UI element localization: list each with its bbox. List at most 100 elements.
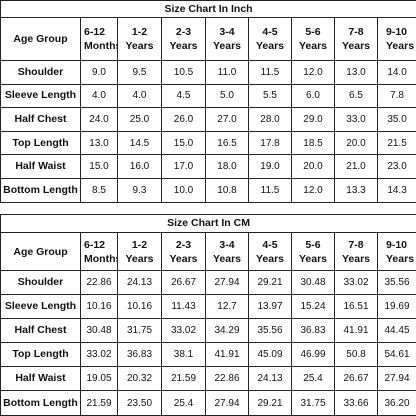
size-value: 14.3 (376, 177, 416, 203)
size-value: 41.91 (205, 342, 249, 368)
size-value: 13.97 (248, 294, 292, 320)
row-label: Shoulder (0, 60, 81, 85)
size-value: 25.4 (291, 366, 335, 392)
size-value: 27.94 (205, 390, 249, 416)
header-cell: 7-8 Years (334, 17, 378, 61)
size-value: 17.0 (161, 154, 206, 179)
row-label: Shoulder (0, 269, 81, 296)
size-value: 19.05 (80, 366, 118, 392)
size-value: 11.5 (248, 60, 292, 85)
size-value: 9.5 (117, 60, 162, 85)
size-value: 14.5 (117, 130, 162, 156)
size-value: 7.8 (376, 83, 416, 109)
header-cell: 4-5 Years (248, 17, 292, 61)
size-value: 34.29 (205, 318, 249, 344)
size-value: 28.0 (248, 107, 292, 132)
data-row: Half Waist 15.0 16.0 17.0 18.0 19.0 20.0 21.0 23… (0, 154, 416, 179)
size-value: 5.0 (205, 83, 249, 109)
size-value: 11.5 (248, 177, 292, 203)
header-cell: 9-10 Years (376, 232, 416, 271)
size-value: 38.1 (161, 342, 206, 368)
header-cell: Age Group (0, 17, 81, 61)
data-row: Sleeve Length 4.0 4.0 4.5 5.0 5.5 6.0 6.5 7.8 (0, 83, 416, 109)
data-row: Half Chest 30.48 31.75 33.02 34.29 35.56 36.83… (0, 318, 416, 344)
size-value: 26.67 (161, 269, 206, 296)
row-label: Bottom Length (0, 390, 81, 416)
size-value: 23.0 (376, 154, 416, 179)
size-value: 36.20 (376, 390, 416, 416)
data-row: Half Chest 24.0 25.0 26.0 27.0 28.0 29.0 33.0 35… (0, 107, 416, 132)
size-value: 21.0 (334, 154, 378, 179)
header-cell: 2-3 Years (161, 232, 206, 271)
size-value: 35.56 (248, 318, 292, 344)
size-value: 30.48 (80, 318, 118, 344)
size-value: 18.5 (291, 130, 335, 156)
size-value: 4.0 (80, 83, 118, 109)
size-value: 12.0 (291, 177, 335, 203)
size-value: 13.0 (80, 130, 118, 156)
row-label: Top Length (0, 130, 81, 156)
row-label: Bottom Length (0, 177, 81, 203)
size-value: 41.91 (334, 318, 378, 344)
data-row: Bottom Length 8.5 9.3 10.0 10.8 11.5 12.0 13.3 1… (0, 177, 416, 203)
header-cell: Age Group (0, 232, 81, 271)
size-value: 25.4 (161, 390, 206, 416)
size-value: 45.09 (248, 342, 292, 368)
header-cell: 3-4 Years (205, 17, 249, 61)
data-row: Top Length 33.02 36.83 38.1 41.91 45.09 46.99 5… (0, 342, 416, 368)
header-cell: 1-2 Years (117, 232, 162, 271)
size-value: 22.86 (80, 269, 118, 296)
size-value: 31.75 (117, 318, 162, 344)
size-value: 6.5 (334, 83, 378, 109)
size-value: 33.02 (334, 269, 378, 296)
size-value: 12.7 (205, 294, 249, 320)
size-value: 35.0 (376, 107, 416, 132)
size-value: 8.5 (80, 177, 118, 203)
size-value: 29.21 (248, 269, 292, 296)
size-value: 22.86 (205, 366, 249, 392)
size-value: 33.66 (334, 390, 378, 416)
row-label: Sleeve Length (0, 83, 81, 109)
data-row: Shoulder 22.86 24.13 26.67 27.94 29.21 30.48 33… (0, 269, 416, 296)
size-value: 11.43 (161, 294, 206, 320)
size-value: 50.8 (334, 342, 378, 368)
row-label: Half Waist (0, 154, 81, 179)
header-cell: 7-8 Years (334, 232, 378, 271)
size-value: 10.16 (80, 294, 118, 320)
size-value: 26.67 (334, 366, 378, 392)
size-value: 16.51 (334, 294, 378, 320)
size-value: 18.0 (205, 154, 249, 179)
size-value: 24.13 (117, 269, 162, 296)
size-value: 20.0 (334, 130, 378, 156)
row-label: Half Chest (0, 318, 81, 344)
size-value: 27.94 (376, 366, 416, 392)
data-row: Sleeve Length 10.16 10.16 11.43 12.7 13.97 15.… (0, 294, 416, 320)
header-cell: 5-6 Years (291, 17, 335, 61)
header-cell: 4-5 Years (248, 232, 292, 271)
table-title: Size Chart In Inch (0, 0, 416, 18)
size-value: 36.83 (117, 342, 162, 368)
size-value: 21.59 (80, 390, 118, 416)
size-value: 9.0 (80, 60, 118, 85)
size-value: 26.0 (161, 107, 206, 132)
size-value: 4.5 (161, 83, 206, 109)
data-row: Bottom Length 21.59 23.50 25.4 27.94 29.21 31.… (0, 390, 416, 416)
size-value: 33.0 (334, 107, 378, 132)
size-value: 36.83 (291, 318, 335, 344)
size-value: 20.0 (291, 154, 335, 179)
header-cell: 6-12 Months (80, 17, 118, 61)
size-value: 5.5 (248, 83, 292, 109)
size-value: 15.24 (291, 294, 335, 320)
data-row: Half Waist 19.05 20.32 21.59 22.86 24.13 25.4 2… (0, 366, 416, 392)
table-title: Size Chart In CM (0, 214, 416, 233)
title-row: Size Chart In CM (0, 214, 416, 233)
size-value: 19.69 (376, 294, 416, 320)
size-value: 19.0 (248, 154, 292, 179)
size-value: 6.0 (291, 83, 335, 109)
row-label: Half Waist (0, 366, 81, 392)
size-value: 44.45 (376, 318, 416, 344)
size-value: 29.21 (248, 390, 292, 416)
